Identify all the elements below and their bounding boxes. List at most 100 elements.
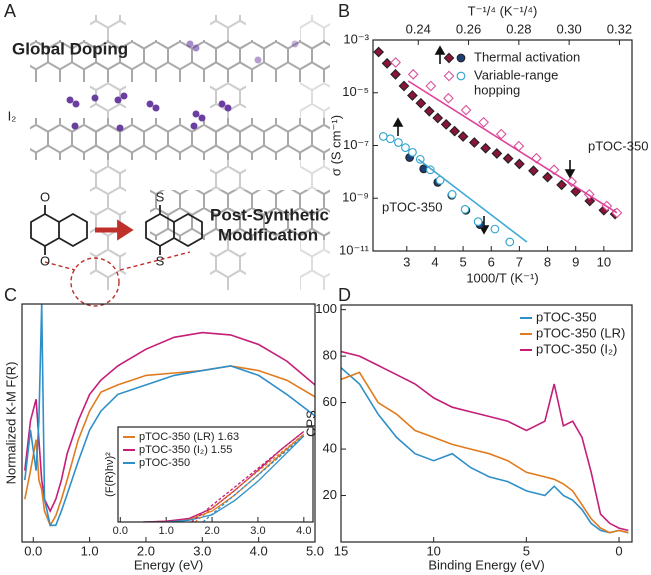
- x-tick-label: 2.0: [137, 543, 155, 558]
- x-axis-label: Binding Energy (eV): [428, 557, 544, 572]
- x-tick-label: 4: [431, 254, 438, 269]
- x2-tick-label: 0.28: [506, 21, 531, 36]
- diagram-label: O: [40, 189, 50, 204]
- data-point: [390, 57, 402, 68]
- series-line: [407, 80, 618, 214]
- x-tick-label: 6: [488, 254, 495, 269]
- x-tick-label: 1.0: [159, 525, 174, 537]
- plot-frame: [340, 304, 633, 543]
- x-tick-label: 3.0: [250, 525, 265, 537]
- data-point: [407, 68, 419, 80]
- data-point: [480, 142, 491, 154]
- legend-label: pTOC-350 (I₂): [536, 341, 617, 356]
- annotation: pTOC-350 (I₂): [588, 138, 651, 153]
- y-tick-label: 100: [315, 301, 337, 316]
- x-tick-label: 7: [516, 254, 523, 269]
- data-point: [415, 154, 425, 164]
- diagram-label: S: [156, 253, 165, 268]
- x-tick-label: 4.0: [296, 525, 311, 537]
- series-line: [341, 367, 629, 534]
- data-point: [491, 148, 503, 159]
- y-tick-label: 20: [323, 487, 337, 502]
- legend-label: hopping: [474, 82, 520, 97]
- data-point: [502, 153, 514, 164]
- legend-label: pTOC-350 (I₂) 1.55: [139, 444, 232, 456]
- data-point: [423, 105, 435, 117]
- series-line: [24, 304, 315, 527]
- legend-marker: [456, 71, 466, 81]
- data-point: [386, 134, 395, 144]
- legend-label: Thermal activation: [474, 49, 580, 64]
- data-point: [415, 97, 427, 109]
- data-point: [468, 137, 480, 148]
- y-axis-label: CPS: [303, 410, 318, 437]
- x-tick-label: 3: [403, 254, 410, 269]
- legend-label: pTOC-350 (LR): [536, 325, 625, 340]
- data-point: [373, 46, 385, 58]
- framework: [30, 15, 330, 290]
- y-tick-label: 10⁻³: [343, 31, 369, 46]
- legend-marker: [456, 53, 466, 63]
- legend-label: Variable-range: [474, 67, 558, 82]
- data-point: [490, 224, 500, 234]
- data-point: [443, 92, 454, 104]
- x2-tick-label: 0.30: [556, 21, 581, 36]
- x-tick-label: 3.0: [193, 543, 211, 558]
- x2-tick-label: 0.32: [607, 21, 632, 36]
- data-point: [460, 204, 470, 214]
- x-tick-label: 4.0: [250, 543, 268, 558]
- data-point: [460, 104, 472, 116]
- x-tick-label: 0.0: [24, 543, 42, 558]
- data-point: [528, 165, 539, 177]
- legend-marker: [443, 70, 455, 82]
- plot-area: [24, 304, 315, 528]
- x2-tick-label: 0.24: [406, 21, 431, 36]
- data-point: [478, 116, 490, 128]
- plot-frame: [117, 426, 314, 523]
- diagram-label: Global Doping: [12, 39, 128, 58]
- plot-area: [143, 430, 305, 522]
- y-tick-label: 40: [323, 440, 337, 455]
- diagram-label: S: [156, 189, 165, 204]
- x-tick-label: 0: [615, 543, 622, 558]
- data-point: [401, 143, 410, 152]
- x-tick-label: 5: [523, 543, 530, 558]
- data-point: [447, 190, 457, 199]
- panel-label: A: [4, 1, 16, 21]
- y-tick-label: 10⁻⁷: [343, 137, 369, 152]
- data-point: [425, 80, 437, 92]
- panel-label: D: [338, 285, 351, 305]
- series-line: [341, 350, 629, 532]
- data-point: [473, 217, 483, 226]
- data-point: [394, 138, 403, 147]
- data-point: [566, 176, 578, 188]
- annotation: pTOC-350: [382, 199, 442, 214]
- data-point: [407, 90, 418, 101]
- y-tick-label: 10⁻⁵: [342, 84, 369, 99]
- x-tick-label: 5: [459, 254, 466, 269]
- data-point: [514, 158, 525, 170]
- x-tick-label: 8: [544, 254, 551, 269]
- molecule: [30, 205, 203, 307]
- plot-frame: [21, 303, 316, 543]
- y-tick-label: 80: [323, 348, 337, 363]
- extrapolation-line: [202, 435, 305, 522]
- x-tick-label: 1.0: [81, 543, 99, 558]
- x-tick-label: 10: [597, 254, 611, 269]
- y-tick-label: 10⁻⁹: [342, 190, 369, 205]
- legend-marker: [443, 52, 455, 64]
- data-point: [408, 147, 417, 157]
- x-tick-label: 9: [572, 254, 579, 269]
- data-point: [390, 68, 401, 80]
- x-axis-label: 1000/T (K⁻¹): [466, 270, 538, 285]
- x-tick-label: 10: [426, 543, 440, 558]
- diagram-label: Modification: [218, 225, 318, 244]
- extrapolation-line: [194, 433, 305, 522]
- panel-label: B: [338, 1, 350, 21]
- data-point: [381, 57, 393, 69]
- x-tick-label: 0.0: [113, 525, 128, 537]
- extrapolation-line: [190, 430, 305, 522]
- data-point: [378, 132, 388, 141]
- iodine-dots: [66, 40, 299, 132]
- data-point: [505, 237, 515, 247]
